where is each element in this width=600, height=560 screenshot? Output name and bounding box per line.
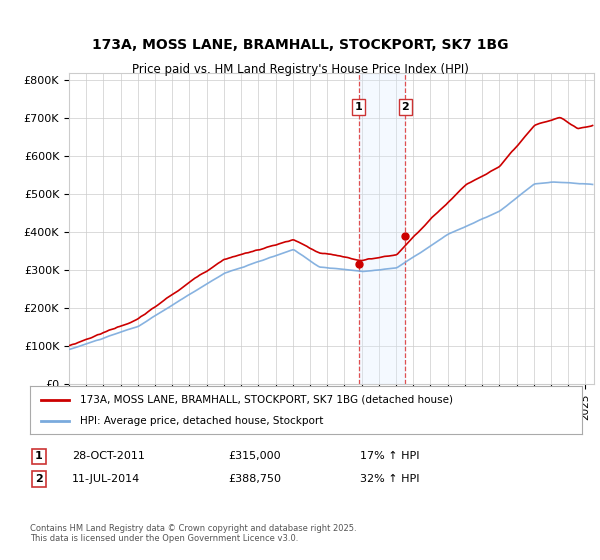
Text: 1: 1	[355, 102, 362, 112]
Text: 2: 2	[401, 102, 409, 112]
Text: 11-JUL-2014: 11-JUL-2014	[72, 474, 140, 484]
Text: Price paid vs. HM Land Registry's House Price Index (HPI): Price paid vs. HM Land Registry's House …	[131, 63, 469, 77]
Text: Contains HM Land Registry data © Crown copyright and database right 2025.
This d: Contains HM Land Registry data © Crown c…	[30, 524, 356, 543]
Text: 28-OCT-2011: 28-OCT-2011	[72, 451, 145, 461]
Bar	[359, 73, 405, 384]
Text: 1: 1	[35, 451, 43, 461]
Text: HPI: Average price, detached house, Stockport: HPI: Average price, detached house, Stoc…	[80, 416, 323, 426]
Text: 173A, MOSS LANE, BRAMHALL, STOCKPORT, SK7 1BG (detached house): 173A, MOSS LANE, BRAMHALL, STOCKPORT, SK…	[80, 395, 452, 405]
Text: 32% ↑ HPI: 32% ↑ HPI	[360, 474, 419, 484]
Text: 17% ↑ HPI: 17% ↑ HPI	[360, 451, 419, 461]
Text: £315,000: £315,000	[228, 451, 281, 461]
Text: £388,750: £388,750	[228, 474, 281, 484]
Text: 173A, MOSS LANE, BRAMHALL, STOCKPORT, SK7 1BG: 173A, MOSS LANE, BRAMHALL, STOCKPORT, SK…	[92, 38, 508, 52]
Text: 2: 2	[35, 474, 43, 484]
